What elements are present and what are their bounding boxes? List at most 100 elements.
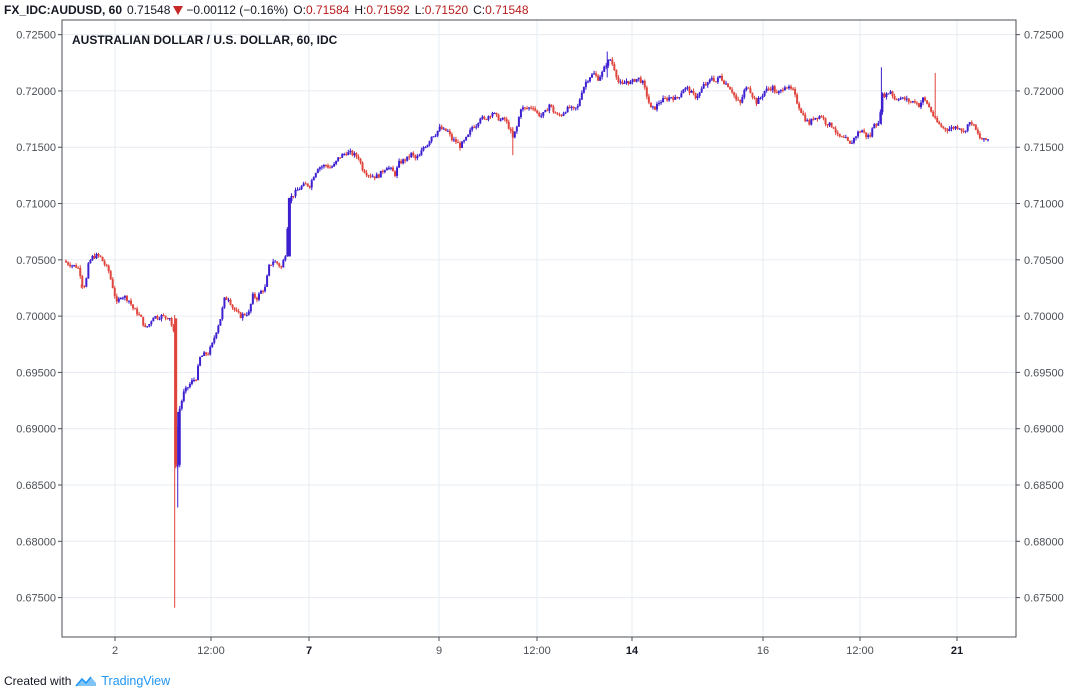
candle-body-up (540, 115, 543, 117)
open-label: O: (293, 3, 306, 17)
price-change: −0.00112 (−0.16%) (186, 3, 289, 17)
candle-body-down (934, 116, 937, 118)
candle-body-up (268, 264, 271, 276)
candle-body-up (966, 124, 969, 131)
candle-body-up (274, 261, 277, 263)
candle-body-up (177, 411, 181, 465)
candle-body-down (67, 262, 70, 265)
candle-body-up (385, 168, 388, 171)
candle-body-up (810, 118, 813, 125)
x-tick-label: 14 (626, 645, 639, 657)
x-tick-label: 7 (306, 645, 312, 657)
candle-body-up (586, 81, 589, 83)
y-tick-label-left: 0.71000 (16, 199, 56, 211)
candle-body-down (903, 97, 906, 100)
candle-body-up (623, 83, 626, 85)
candle-body-down (976, 129, 979, 134)
footer: Created with TradingView (4, 671, 170, 691)
candle-body-down (235, 309, 238, 311)
candle-body-up (844, 137, 847, 139)
candle-body-up (259, 290, 262, 294)
candle-body-up (465, 136, 468, 141)
candle-body-down (81, 276, 84, 287)
candle-body-up (655, 103, 658, 110)
candle-body-down (694, 93, 697, 99)
candle-body-down (664, 98, 667, 100)
candle-body-up (684, 87, 687, 90)
candle-body-down (572, 106, 575, 109)
candle-body-down (166, 317, 169, 320)
candle-body-down (926, 100, 929, 104)
candle-body-down (747, 87, 750, 89)
candle-body-down (101, 256, 104, 262)
y-tick-label-right: 0.67500 (1024, 593, 1064, 605)
candle-body-down (306, 183, 309, 187)
candle-body-up (188, 383, 191, 388)
y-axis-right[interactable]: 0.67500 0.68000 0.68500 0.69000 0.69500 0.700… (1016, 30, 1064, 605)
candle-body-up (757, 97, 760, 104)
candle-body-up (89, 259, 92, 264)
candle-body-down (144, 325, 147, 328)
candle-body-down (875, 124, 878, 126)
candle-body-down (172, 325, 175, 332)
candle-body-up (542, 112, 545, 116)
candle-body-up (911, 101, 914, 103)
candle-body-up (857, 131, 860, 137)
candle-body-up (436, 130, 439, 136)
candle-body-down (822, 116, 825, 119)
candle-body-up (223, 297, 226, 308)
candle-body-up (203, 352, 206, 356)
candle-body-up (211, 342, 214, 347)
candle-body-down (105, 264, 108, 266)
candle-body-up (347, 151, 350, 156)
candle-body-down (978, 133, 981, 139)
candle-body-up (814, 117, 817, 120)
candle-body-up (199, 356, 202, 366)
candle-body-down (132, 304, 135, 309)
candle-body-down (329, 167, 332, 169)
candle-body-down (109, 271, 112, 280)
y-tick-label-right: 0.69000 (1024, 424, 1064, 436)
symbol-label[interactable]: FX_IDC:AUDUSD, 60 (4, 3, 123, 17)
candle-body-up (192, 379, 195, 381)
candle-body-up (601, 71, 604, 77)
tradingview-logo-icon[interactable] (75, 674, 97, 688)
candle-body-up (335, 160, 338, 164)
candle-body-up (286, 228, 289, 257)
candle-body-down (704, 84, 707, 86)
candle-body-down (394, 171, 397, 176)
candle-body-down (140, 314, 143, 317)
candle-body-down (115, 296, 118, 302)
candle-body-up (743, 90, 746, 98)
tradingview-brand[interactable]: TradingView (101, 674, 171, 688)
candle-body-down (944, 127, 947, 130)
candle-body-down (365, 172, 368, 176)
candle-body-down (714, 81, 717, 83)
candle-body-up (337, 157, 340, 161)
low-label: L: (414, 3, 425, 17)
candle-body-down (869, 135, 872, 137)
candle-body-down (735, 95, 738, 100)
candle-body-up (479, 118, 482, 124)
x-tick-label: 12:00 (846, 645, 874, 657)
x-tick-label: 2 (112, 645, 118, 657)
candle-body-down (367, 175, 370, 177)
candle-body-down (345, 153, 348, 156)
candle-body-up (670, 97, 673, 99)
candle-body-up (398, 160, 401, 168)
candle-body-up (430, 136, 433, 142)
candle-body-up (588, 77, 591, 82)
candle-body-up (528, 107, 531, 109)
candle-body-down (503, 117, 506, 120)
y-axis-left: 0.67500 0.68000 0.68500 0.69000 0.69500 0.700… (16, 30, 62, 605)
candle-body-down (355, 153, 358, 157)
candle-body-down (846, 137, 849, 141)
candle-body-up (901, 97, 904, 99)
x-axis[interactable]: 2 12:00 7 9 12:00 14 16 12:00 21 (112, 637, 963, 657)
candle-body-up (349, 150, 352, 152)
candle-body-up (152, 317, 155, 322)
candle-body-up (85, 278, 88, 287)
x-tick-label: 12:00 (197, 645, 225, 657)
candle-body-down (505, 119, 508, 122)
